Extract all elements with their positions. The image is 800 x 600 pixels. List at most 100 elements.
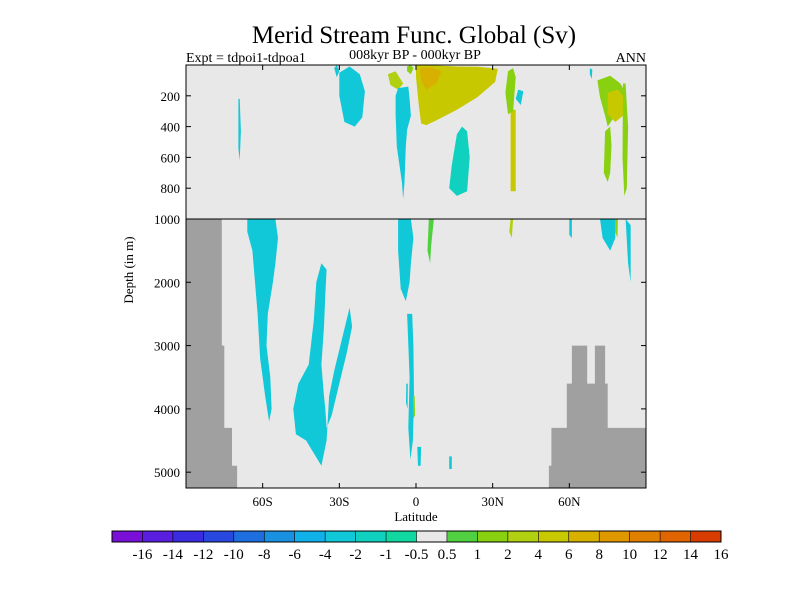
colorbar-label-7: -2: [349, 547, 362, 563]
colorbar-label-14: 6: [565, 547, 573, 563]
land-mask-1: [548, 345, 646, 488]
lower-y-tick-label-2: 3000: [154, 339, 180, 354]
x-tick-label-2: 0: [413, 494, 420, 509]
lower-region-8: [449, 456, 452, 469]
x-tick-label-3: 30N: [481, 494, 504, 509]
colorbar-swatch-3: [203, 531, 235, 542]
colorbar-swatch-1: [142, 531, 174, 542]
upper-region-6: [334, 65, 340, 78]
upper-region-12: [607, 89, 626, 122]
colorbar-swatch-8: [355, 531, 387, 542]
experiment-label: Expt = tdpoi1-tdpoa1: [186, 51, 306, 66]
upper-region-7: [449, 126, 470, 196]
chart-title: Merid Stream Func. Global (Sv): [252, 22, 576, 49]
colorbar-label-17: 12: [653, 547, 668, 563]
upper-y-axis: 200 400 600 800: [161, 89, 646, 196]
colorbar-swatch-14: [538, 531, 570, 542]
lower-region-4: [412, 396, 415, 419]
colorbar-swatch-19: [690, 531, 722, 542]
lower-region-7: [417, 446, 422, 466]
colorbar: -16 -14 -12 -10 -8 -6 -4 -2 -1 -0.5 0.5 1 2 4 6 8 10 12 14…: [111, 530, 730, 563]
colorbar-swatch-11: [446, 531, 478, 542]
upper-contour-regions: [238, 65, 629, 199]
upper-y-tick-label-1: 400: [161, 120, 181, 135]
colorbar-label-10: 0.5: [438, 547, 457, 563]
x-axis: 60S 30S 0 30N 60N: [253, 65, 581, 509]
colorbar-label-2: -12: [193, 547, 213, 563]
lower-region-5: [406, 383, 408, 409]
lower-panel: 1000 2000 3000 4000 5000 60S 30S 0 30N 60N: [154, 65, 647, 509]
bathymetry-mask: [186, 219, 646, 488]
upper-y-tick-label-3: 800: [161, 181, 181, 196]
colorbar-label-3: -10: [224, 547, 244, 563]
colorbar-swatch-2: [172, 531, 204, 542]
lower-region-6: [427, 219, 434, 264]
upper-region-2: [387, 71, 404, 90]
colorbar-label-6: -4: [319, 547, 332, 563]
colorbar-label-4: -8: [258, 547, 271, 563]
upper-region-9: [505, 68, 516, 115]
lower-region-13: [615, 219, 618, 238]
colorbar-label-12: 2: [504, 547, 512, 563]
x-tick-label-4: 60N: [558, 494, 581, 509]
colorbar-label-19: 16: [714, 547, 730, 563]
colorbar-swatch-10: [416, 531, 448, 542]
lower-panel-frame: [185, 218, 647, 489]
upper-region-14: [622, 83, 629, 196]
land-mask-0: [186, 219, 238, 488]
lower-y-axis: 1000 2000 3000 4000 5000: [154, 212, 646, 480]
upper-region-13: [603, 126, 612, 182]
lower-y-tick-label-0: 1000: [154, 212, 180, 227]
lower-y-tick-label-3: 4000: [154, 402, 180, 417]
colorbar-swatch-16: [599, 531, 630, 542]
upper-panel: 200 400 600 800: [161, 64, 647, 220]
x-tick-label-1: 30S: [329, 494, 349, 509]
upper-y-tick-label-0: 200: [161, 89, 181, 104]
season-label: ANN: [616, 51, 646, 66]
colorbar-swatch-9: [386, 531, 417, 542]
colorbar-swatch-13: [507, 531, 539, 542]
colorbar-label-15: 8: [595, 547, 603, 563]
colorbar-label-5: -6: [288, 547, 301, 563]
lower-y-tick-label-1: 2000: [154, 275, 180, 290]
colorbar-swatch-12: [477, 531, 509, 542]
colorbar-label-0: -16: [132, 547, 152, 563]
lower-region-2: [398, 219, 414, 302]
upper-region-16: [589, 68, 593, 79]
lower-region-11: [600, 219, 616, 251]
colorbar-swatch-4: [233, 531, 265, 542]
lower-region-9: [509, 219, 514, 238]
colorbar-label-9: -0.5: [405, 547, 429, 563]
lower-region-0: [247, 219, 278, 422]
lower-region-1: [293, 263, 353, 466]
upper-region-10: [515, 89, 524, 105]
time-range-label: 008kyr BP - 000kyr BP: [349, 48, 481, 63]
x-axis-label: Latitude: [394, 509, 438, 524]
colorbar-frame: [111, 530, 722, 543]
colorbar-label-13: 4: [535, 547, 543, 563]
lower-region-12: [625, 219, 631, 283]
colorbar-label-16: 10: [622, 547, 637, 563]
colorbar-swatch-18: [660, 531, 691, 542]
lower-region-3: [407, 313, 414, 460]
upper-region-15: [238, 98, 241, 161]
lower-y-tick-label-4: 5000: [154, 465, 180, 480]
upper-region-5: [339, 66, 365, 127]
upper-region-1: [419, 67, 442, 90]
upper-y-tick-label-2: 600: [161, 150, 181, 165]
lower-contour-regions: [247, 219, 631, 469]
colorbar-swatch-17: [629, 531, 661, 542]
colorbar-swatch-6: [294, 531, 326, 542]
y-axis-label: Depth (in m): [121, 236, 136, 303]
x-tick-label-0: 60S: [253, 494, 273, 509]
upper-region-8: [510, 109, 516, 192]
colorbar-swatch-5: [264, 531, 295, 542]
upper-panel-background: [186, 65, 646, 219]
colorbar-label-1: -14: [163, 547, 183, 563]
upper-region-3: [407, 65, 414, 75]
colorbar-label-8: -1: [380, 547, 393, 563]
colorbar-label-11: 1: [474, 547, 482, 563]
colorbar-swatch-15: [568, 531, 600, 542]
colorbar-label-18: 14: [683, 547, 699, 563]
